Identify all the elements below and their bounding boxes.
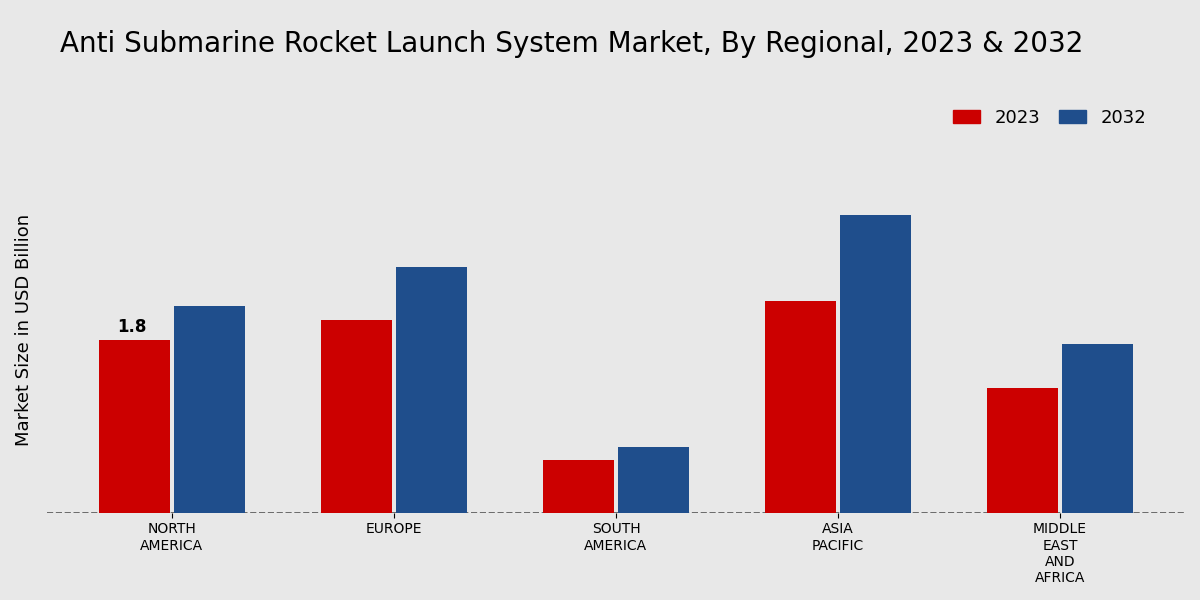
Y-axis label: Market Size in USD Billion: Market Size in USD Billion (14, 214, 34, 446)
Bar (542, 460, 613, 512)
Text: 1.8: 1.8 (118, 318, 146, 336)
Bar (840, 215, 911, 512)
Text: Anti Submarine Rocket Launch System Market, By Regional, 2023 & 2032: Anti Submarine Rocket Launch System Mark… (60, 30, 1084, 58)
Bar (986, 388, 1057, 512)
Bar (98, 340, 169, 512)
Legend: 2023, 2032: 2023, 2032 (946, 101, 1153, 134)
Bar (764, 301, 835, 512)
Bar (1062, 344, 1133, 512)
Bar (174, 306, 245, 512)
Bar (396, 268, 467, 512)
Bar (320, 320, 391, 512)
Bar (618, 447, 689, 512)
